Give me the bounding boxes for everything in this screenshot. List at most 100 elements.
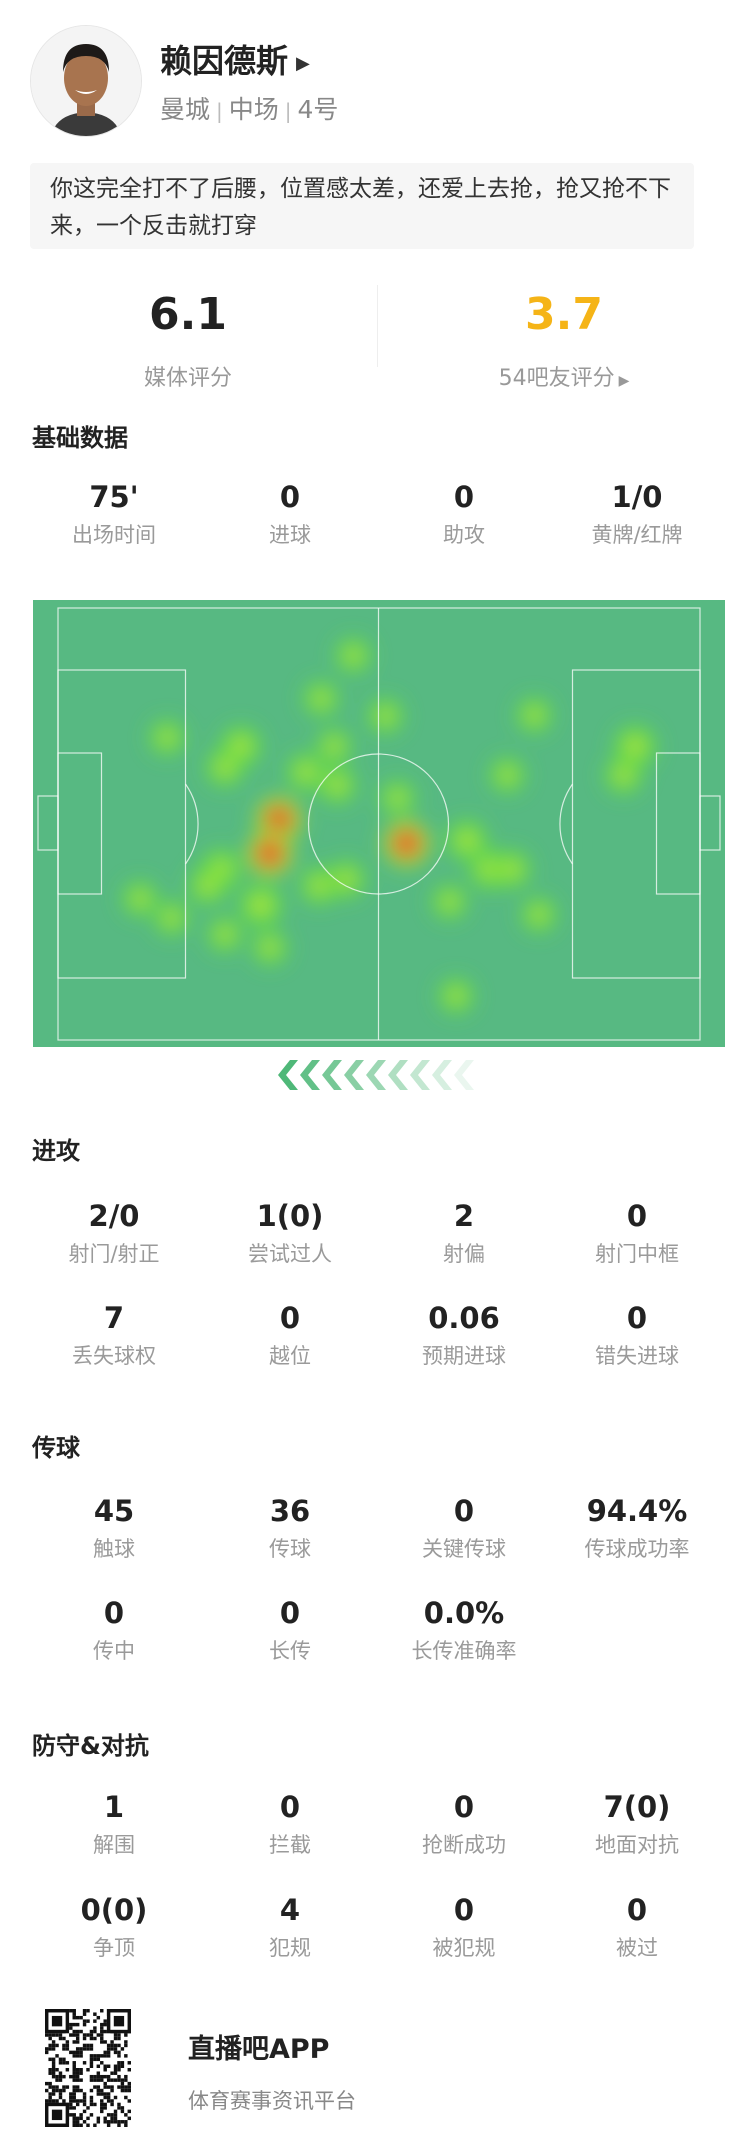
qr-module [75,2085,80,2089]
qr-module [113,2116,118,2121]
qr-module [72,2074,76,2079]
qr-module [106,2123,111,2127]
stat-item: 0 射门中框 [551,1199,723,1268]
stat-item: 0 传中 [28,1596,200,1665]
fan-rating[interactable]: 3.7 54吧友评分 ▶ [376,290,750,392]
stat-label: 关键传球 [422,1537,506,1561]
qr-module [89,2061,94,2065]
stat-item: 0 拦截 [204,1790,376,1859]
qr-module [48,2085,52,2089]
qr-module [103,2019,107,2023]
qr-module [62,2099,66,2103]
qr-module [48,2068,52,2072]
qr-module [48,2095,52,2100]
qr-module [117,2120,121,2124]
qr-module [79,2071,83,2075]
qr-module [72,2012,76,2016]
qr-module [82,2109,87,2114]
stat-value: 36 [269,1494,311,1528]
stat-value: 1/0 [611,480,663,514]
stat-item: 7(0) 地面对抗 [551,1790,723,1859]
stat-label: 错失进球 [595,1344,679,1368]
heatmap-layer [117,632,662,1019]
qr-module [113,2043,118,2048]
qr-module [120,2047,125,2051]
qr-module [69,2102,73,2107]
qr-module [82,2019,87,2023]
stat-item: 0 助攻 [378,480,550,549]
qr-module [113,2113,118,2117]
qr-module [89,2033,94,2037]
stat-value: 0 [453,1893,475,1927]
separator: | [216,99,223,123]
qr-module [48,2036,52,2041]
qr-module [100,2054,104,2058]
qr-module [62,2057,66,2062]
qr-module [62,2085,66,2089]
stat-item: 1(0) 尝试过人 [204,1199,376,1268]
qr-module [45,2050,49,2055]
qr-module [110,2120,114,2124]
stat-label: 地面对抗 [595,1833,679,1857]
heatmap-point [484,752,531,799]
qr-module [96,2120,101,2124]
qr-module [93,2054,97,2058]
app-name: 直播吧APP [188,2034,330,2065]
qr-module [72,2120,76,2124]
heatmap-point [487,844,537,894]
stat-item: 0 长传 [204,1596,376,1665]
qr-module [75,2068,80,2072]
qr-module [96,2078,101,2082]
chevron-left-icon [432,1060,452,1090]
qr-module [93,2085,97,2089]
qr-module [75,2071,80,2075]
qr-module [62,2043,66,2048]
fan-rating-link[interactable]: 54吧友评分 ▶ [376,360,750,392]
qr-module [100,2029,104,2034]
qr-module [89,2113,94,2117]
qr-module [103,2092,107,2096]
qr-module [79,2050,83,2055]
qr-module [127,2061,131,2065]
qr-module [86,2033,90,2037]
qr-module [110,2088,114,2093]
qr-module [110,2116,114,2121]
qr-module [100,2033,104,2037]
qr-module [100,2106,104,2110]
chevron-left-icon [410,1060,430,1090]
heatmap-svg [33,600,725,1047]
qr-module [65,2068,70,2072]
qr-module [69,2106,73,2110]
heatmap-point [433,972,480,1019]
qr-module [103,2068,107,2072]
stat-item: 94.4% 传球成功率 [551,1494,723,1563]
stat-item: 0 关键传球 [378,1494,550,1563]
stat-label: 丢失球权 [72,1344,156,1368]
qr-module [75,2022,80,2027]
qr-module [113,2071,118,2075]
app-tagline: 体育赛事资讯平台 [188,2089,356,2113]
player-avatar[interactable] [30,25,142,137]
qr-module [75,2029,80,2034]
qr-module [113,2033,118,2037]
qr-module [75,2047,80,2051]
qr-module [93,2102,97,2107]
qr-module [103,2116,107,2121]
qr-module [106,2099,111,2103]
qr-module [113,2036,118,2041]
qr-module [106,2047,111,2051]
qr-module [82,2036,87,2041]
stat-label: 拦截 [269,1833,311,1857]
stat-item: 2/0 射门/射正 [28,1199,200,1268]
qr-module [51,2074,56,2079]
qr-module [96,2074,101,2079]
player-name-link[interactable]: 赖因德斯 ▶ [160,36,310,82]
qr-module [100,2078,104,2082]
qr-module [45,2081,49,2086]
qr-module [82,2120,87,2124]
qr-module [106,2092,111,2096]
qr-module [62,2047,66,2051]
qr-module [103,2081,107,2086]
stat-label: 抢断成功 [422,1833,506,1857]
qr-module [113,2120,118,2124]
